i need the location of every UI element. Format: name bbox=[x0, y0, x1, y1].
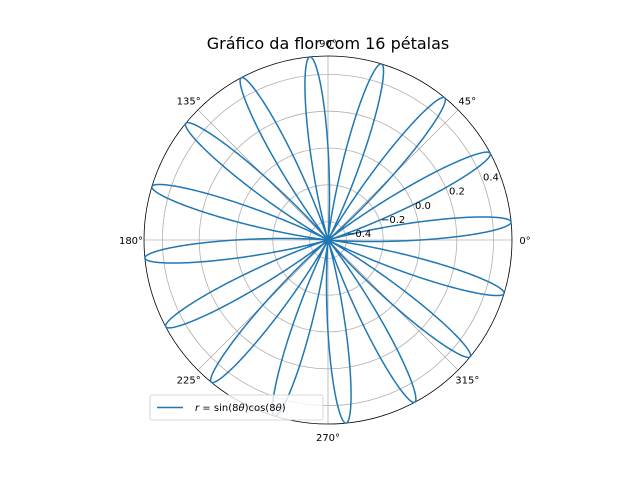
angle-tick-label: 225° bbox=[177, 375, 201, 386]
angle-tick-label: 0° bbox=[519, 236, 530, 247]
curve-layer bbox=[144, 56, 512, 424]
radial-tick-label: 0.0 bbox=[415, 201, 431, 212]
radial-tick-label: 0.4 bbox=[483, 173, 499, 184]
angle-tick-label: 90° bbox=[319, 39, 337, 50]
polar-frame bbox=[143, 55, 513, 425]
legend-label: r = sin(8θ)cos(8θ) bbox=[195, 403, 286, 414]
angle-tick-label: 135° bbox=[177, 97, 201, 108]
legend-box bbox=[149, 394, 324, 421]
radial-tick-label: −0.4 bbox=[347, 229, 371, 240]
radial-tick-label: 0.2 bbox=[449, 187, 465, 198]
radial-tick-layer: −0.4 −0.2 0.0 0.2 0.4 bbox=[347, 173, 499, 240]
angle-tick-layer: 0° 45° 90° 135° 180° 225° 270° 315° bbox=[119, 39, 531, 444]
angle-tick-label: 180° bbox=[119, 236, 143, 247]
legend: r = sin(8θ)cos(8θ) bbox=[149, 394, 324, 421]
angle-tick-label: 45° bbox=[458, 97, 476, 108]
series-line bbox=[144, 56, 512, 424]
angle-tick-label: 315° bbox=[455, 375, 479, 386]
chart-title: Gráfico da flor com 16 pétalas bbox=[207, 34, 449, 53]
angle-tick-label: 270° bbox=[316, 433, 340, 444]
radial-tick-label: −0.2 bbox=[381, 215, 405, 226]
